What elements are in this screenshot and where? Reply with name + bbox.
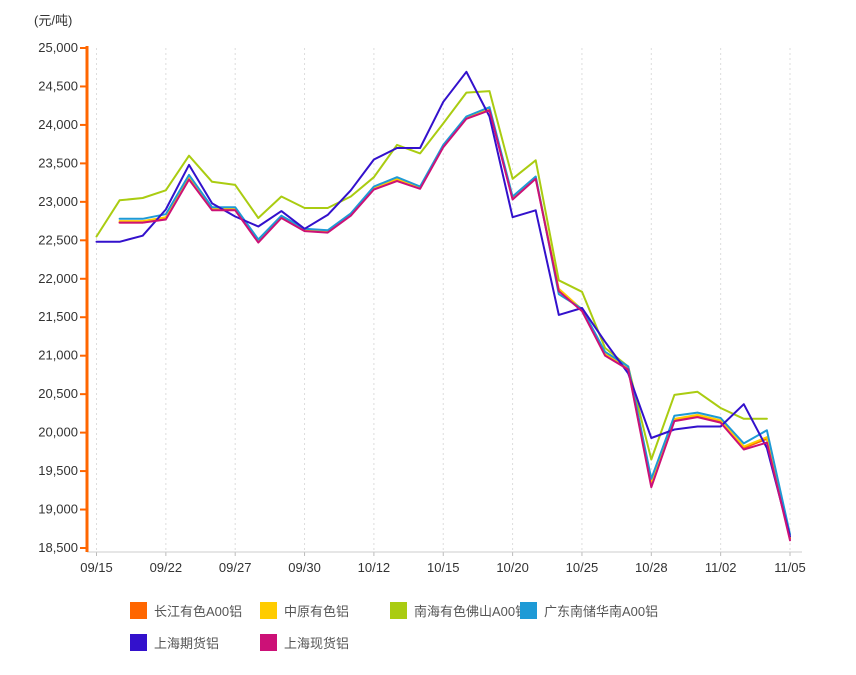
- y-axis-label: 23,000: [38, 194, 78, 209]
- legend-label: 上海期货铝: [154, 636, 220, 651]
- x-axis-label: 09/27: [219, 560, 252, 575]
- x-axis-label: 10/25: [566, 560, 599, 575]
- x-axis-label: 09/22: [150, 560, 183, 575]
- legend-label: 南海有色佛山A00铝: [414, 604, 529, 619]
- series-line-0[interactable]: [118, 108, 791, 540]
- x-axis-label: 11/02: [705, 560, 737, 575]
- y-axis-label: 22,500: [38, 232, 78, 247]
- legend-label: 上海现货铝: [284, 636, 350, 651]
- y-axis-label: 20,500: [38, 386, 78, 401]
- x-axis-label: 10/15: [427, 560, 460, 575]
- y-axis-label: 24,000: [38, 117, 78, 132]
- y-axis-label: 21,500: [38, 309, 78, 324]
- legend-swatch: [260, 602, 277, 619]
- series-line-1[interactable]: [118, 107, 791, 539]
- legend-label: 长江有色A00铝: [154, 604, 243, 619]
- x-axis-label: 09/30: [288, 560, 321, 575]
- legend-swatch: [130, 602, 147, 619]
- legend-label: 中原有色铝: [284, 604, 350, 619]
- y-axis-label: 21,000: [38, 348, 78, 363]
- y-axis-label: 19,500: [38, 463, 78, 478]
- y-axis-label: 20,000: [38, 425, 78, 440]
- legend-item-3[interactable]: 广东南储华南A00铝: [520, 601, 658, 620]
- series-line-4[interactable]: [95, 70, 791, 538]
- series-line-3[interactable]: [118, 106, 791, 536]
- x-axis-label: 10/28: [635, 560, 668, 575]
- x-axis-label: 11/05: [774, 560, 806, 575]
- y-axis-unit-label: (元/吨): [34, 13, 73, 28]
- legend-swatch: [390, 602, 407, 619]
- series-line-2[interactable]: [95, 90, 768, 461]
- x-axis-label: 09/15: [80, 560, 113, 575]
- legend-item-1[interactable]: 中原有色铝: [260, 601, 349, 620]
- x-axis-label: 10/12: [358, 560, 391, 575]
- legend-item-4[interactable]: 上海期货铝: [130, 633, 219, 652]
- y-axis-label: 19,000: [38, 502, 78, 517]
- legend-swatch: [130, 634, 147, 651]
- y-axis-label: 25,000: [38, 40, 78, 55]
- y-axis-label: 18,500: [38, 540, 78, 555]
- legend-label: 广东南储华南A00铝: [544, 604, 659, 619]
- y-axis-label: 24,500: [38, 78, 78, 93]
- legend-swatch: [520, 602, 537, 619]
- legend-swatch: [260, 634, 277, 651]
- series-line-5[interactable]: [118, 109, 791, 542]
- x-axis-label: 10/20: [496, 560, 529, 575]
- legend-item-2[interactable]: 南海有色佛山A00铝: [390, 601, 528, 620]
- y-axis-label: 22,000: [38, 271, 78, 286]
- legend-item-0[interactable]: 长江有色A00铝: [130, 601, 242, 620]
- y-axis-label: 23,500: [38, 155, 78, 170]
- legend-item-5[interactable]: 上海现货铝: [260, 633, 349, 652]
